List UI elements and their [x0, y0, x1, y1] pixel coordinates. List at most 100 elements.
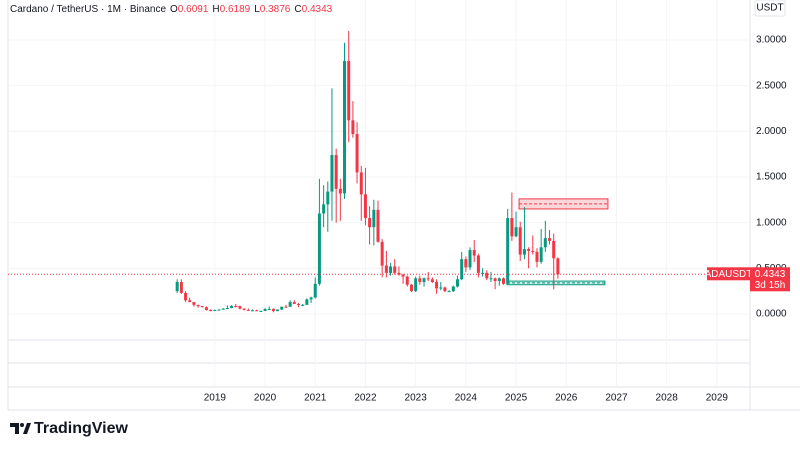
- y-tick-label: 3.0000: [756, 35, 787, 46]
- candle-body: [305, 299, 309, 305]
- candle-body: [527, 249, 531, 251]
- candle-body: [389, 266, 393, 273]
- y-tick-label: 0.0000: [756, 309, 787, 320]
- candle-body: [322, 204, 326, 214]
- candle-body: [514, 227, 518, 237]
- candle-body: [175, 282, 179, 292]
- candle-body: [430, 279, 434, 283]
- candle-body: [447, 291, 451, 293]
- ohlc-label: C: [294, 4, 301, 15]
- candle-body: [476, 255, 480, 273]
- candle-body: [355, 134, 359, 173]
- candle-body: [405, 276, 409, 285]
- symbol-legend: Cardano / TetherUS · 1M · Binance O0.6091…: [10, 4, 333, 15]
- candle-body: [284, 306, 288, 308]
- candle-body: [204, 307, 208, 310]
- candle-body: [506, 218, 510, 284]
- logo-mark: [23, 423, 31, 434]
- ohlc-value: 0.4343: [302, 4, 333, 15]
- candle-body: [250, 310, 254, 312]
- candle-body: [409, 284, 413, 292]
- candle-body: [472, 250, 476, 256]
- candle-body: [401, 274, 405, 277]
- candle-body: [451, 286, 455, 292]
- candle-body: [267, 308, 271, 310]
- candle-body: [522, 249, 526, 255]
- x-tick-label: 2024: [455, 393, 478, 404]
- candle-body: [384, 265, 388, 273]
- ohlc-label: H: [212, 4, 219, 15]
- candle-body: [464, 259, 468, 268]
- candle-body: [460, 259, 464, 280]
- candle-body: [363, 194, 367, 219]
- candle-body: [292, 302, 296, 304]
- candle-body: [359, 172, 363, 195]
- candle-body: [510, 218, 514, 237]
- x-tick-label: 2021: [304, 393, 327, 404]
- candle-body: [230, 305, 234, 309]
- y-tick-label: 1.0000: [756, 217, 787, 228]
- x-tick-label: 2023: [405, 393, 428, 404]
- candle-body: [213, 310, 217, 312]
- candle-body: [418, 278, 422, 283]
- candle-body: [330, 155, 334, 192]
- candle-body: [263, 309, 267, 311]
- currency: USDT: [756, 3, 783, 14]
- candle-body: [317, 213, 321, 284]
- candle-body: [497, 278, 501, 282]
- candle-body: [351, 120, 355, 135]
- candle-body: [326, 191, 330, 205]
- candle-body: [246, 309, 250, 311]
- x-tick-label: 2026: [555, 393, 578, 404]
- candle-body: [196, 304, 200, 307]
- candle-body: [552, 240, 556, 259]
- candle-body: [347, 60, 351, 121]
- candle-body: [271, 308, 275, 312]
- candle-body: [543, 238, 547, 248]
- candle-body: [301, 304, 305, 306]
- ohlc-value: 0.6189: [220, 4, 251, 15]
- x-tick-label: 2019: [204, 393, 227, 404]
- candle-body: [280, 306, 284, 310]
- candle-body: [435, 282, 439, 289]
- ohlc-value: 0.3876: [260, 4, 291, 15]
- symbol-tag-text: ADAUSDT: [705, 269, 753, 280]
- candle-body: [343, 60, 347, 194]
- candle-body: [493, 278, 497, 282]
- candle-body: [338, 188, 342, 194]
- candle-body: [309, 297, 313, 300]
- y-tick-label: 2.5000: [756, 80, 787, 91]
- candle-body: [489, 278, 493, 280]
- candle-body: [422, 278, 426, 283]
- logo-mark: [20, 423, 24, 427]
- x-tick-label: 2022: [354, 393, 377, 404]
- candle-body: [380, 241, 384, 266]
- candle-body: [535, 251, 539, 262]
- currency-box[interactable]: [754, 0, 786, 17]
- candle-body: [225, 308, 229, 310]
- x-tick-label: 2025: [505, 393, 528, 404]
- candle-body: [297, 303, 301, 305]
- ohlc-value: 0.6091: [178, 4, 209, 15]
- logo-text: TradingView: [34, 420, 129, 437]
- candle-body: [334, 155, 338, 189]
- logo: TradingView: [10, 420, 129, 437]
- candle-body: [397, 272, 401, 275]
- candle-body: [276, 309, 280, 312]
- plot: [8, 0, 750, 387]
- x-tick-label: 2028: [656, 393, 679, 404]
- y-tick-label: 1.5000: [756, 172, 787, 183]
- candle-body: [426, 278, 430, 280]
- candle-body: [455, 279, 459, 287]
- candle-body: [179, 282, 183, 293]
- x-tick-label: 2029: [706, 393, 729, 404]
- candle-body: [217, 309, 221, 311]
- candle-body: [372, 209, 376, 228]
- candle-body: [393, 266, 397, 273]
- candle-body: [209, 309, 213, 311]
- candle-body: [184, 292, 188, 301]
- candle-body: [259, 310, 263, 312]
- zone: [506, 280, 606, 286]
- candle-body: [238, 306, 242, 309]
- candle-body: [288, 302, 292, 307]
